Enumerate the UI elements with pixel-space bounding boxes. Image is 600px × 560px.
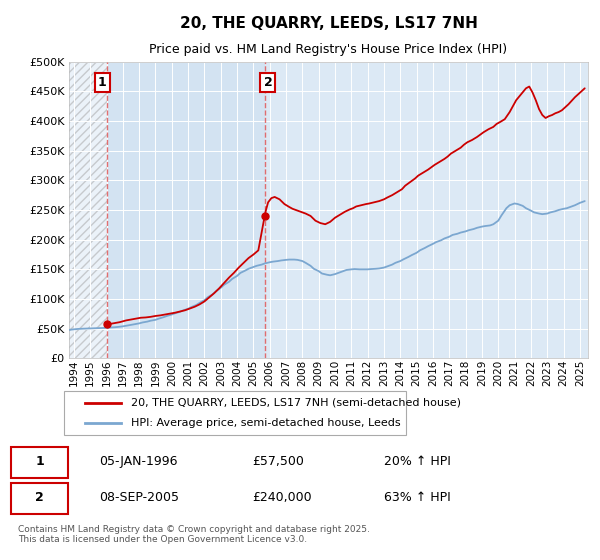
FancyBboxPatch shape [11,447,68,478]
Bar [107,62,265,358]
FancyBboxPatch shape [11,483,68,514]
Bar [69,62,107,358]
Text: 2: 2 [263,76,272,89]
Text: 1: 1 [35,455,44,468]
Text: 2: 2 [35,491,44,504]
Text: Price paid vs. HM Land Registry's House Price Index (HPI): Price paid vs. HM Land Registry's House … [149,43,508,56]
Text: 08-SEP-2005: 08-SEP-2005 [99,491,179,504]
Text: 20, THE QUARRY, LEEDS, LS17 7NH (semi-detached house): 20, THE QUARRY, LEEDS, LS17 7NH (semi-de… [131,398,461,408]
Text: 05-JAN-1996: 05-JAN-1996 [99,455,178,468]
Text: £57,500: £57,500 [252,455,304,468]
Text: Contains HM Land Registry data © Crown copyright and database right 2025.
This d: Contains HM Land Registry data © Crown c… [18,525,370,544]
Text: 1: 1 [98,76,107,89]
Text: HPI: Average price, semi-detached house, Leeds: HPI: Average price, semi-detached house,… [131,418,401,427]
Text: 20, THE QUARRY, LEEDS, LS17 7NH: 20, THE QUARRY, LEEDS, LS17 7NH [179,16,478,31]
Text: £240,000: £240,000 [252,491,311,504]
Text: 63% ↑ HPI: 63% ↑ HPI [384,491,451,504]
FancyBboxPatch shape [64,391,406,435]
Text: 20% ↑ HPI: 20% ↑ HPI [384,455,451,468]
